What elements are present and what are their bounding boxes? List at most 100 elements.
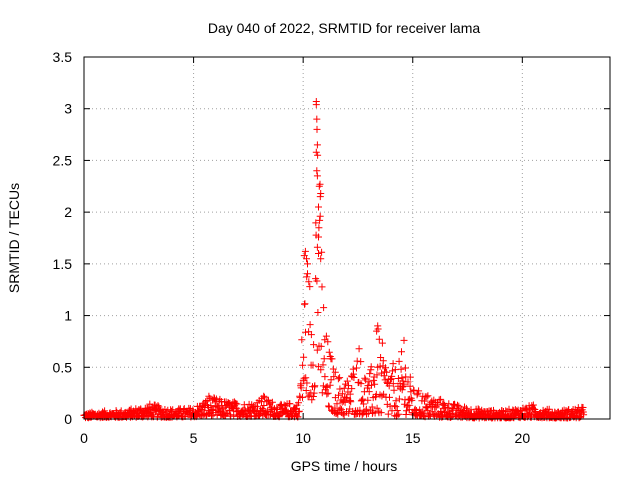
data-point [373,404,381,412]
data-point [260,402,268,409]
data-point [277,400,285,408]
data-point [384,410,392,418]
data-point [254,403,261,411]
data-point [340,384,348,392]
data-point [345,409,353,417]
data-point [365,378,373,386]
x-tick-label: 5 [190,430,198,446]
data-point [323,383,331,391]
data-point [360,400,368,408]
data-point [306,283,314,291]
data-point [101,407,109,415]
data-point [297,384,305,392]
data-point [399,377,407,385]
data-point [434,401,442,409]
data-point [295,407,303,415]
x-tick-label: 20 [515,430,531,446]
data-point [408,396,416,404]
data-point [304,270,311,278]
data-point [309,393,317,400]
data-point [310,389,318,397]
data-point [233,400,241,408]
data-point [154,402,162,410]
x-tick-label: 15 [405,430,421,446]
data-point [361,374,369,382]
data-point [307,331,315,339]
data-point [406,382,414,390]
data-point [393,407,401,414]
data-point [420,409,428,417]
data-point [580,411,588,419]
data-point [302,374,310,382]
data-point [366,370,374,378]
data-point [343,377,351,385]
data-point [345,382,352,390]
data-point [317,366,325,374]
x-tick-label: 10 [295,430,311,446]
data-point [398,348,405,356]
plot-frame [83,56,611,420]
data-point [575,414,583,422]
data-point [321,336,329,344]
y-tick-label: 2.5 [53,152,73,168]
data-point [545,405,553,413]
data-point [313,277,321,285]
data-point [424,406,432,414]
data-point [415,387,423,395]
data-point [309,361,317,369]
data-point [358,396,366,404]
data-point [383,378,391,386]
data-point [303,379,311,387]
data-point [248,401,256,409]
data-point [334,375,342,383]
data-point [319,361,327,369]
data-point [305,278,313,286]
data-point [208,412,215,420]
y-tick-label: 1 [64,308,72,324]
data-point [395,357,403,365]
data-point [336,385,344,393]
data-point [357,358,365,366]
data-point [348,385,356,393]
data-point [454,401,461,409]
data-point [445,400,453,408]
data-point [314,151,322,159]
data-point [313,125,321,133]
axis-ticks: 0 5 10 15 20 0 0.5 1 1.5 2 2.5 3 3.5 [53,49,610,446]
data-point [363,410,370,418]
data-point [300,353,308,361]
data-point [310,341,318,349]
data-point [390,386,398,394]
data-point [321,373,329,381]
data-point [322,383,330,391]
data-point [335,391,342,399]
data-point [314,309,322,316]
data-point [341,398,349,406]
data-point [356,406,364,414]
data-point [424,392,432,400]
data-point [378,392,386,400]
data-point [389,360,397,368]
data-point [365,388,373,396]
data-point [355,345,363,353]
data-point [126,407,134,414]
y-tick-label: 3 [64,101,72,117]
data-point [313,167,321,175]
data-point [329,365,337,373]
data-point [400,336,408,344]
data-point [391,402,398,410]
data-point [357,380,365,388]
data-point [308,396,316,404]
data-point [268,398,276,406]
y-tick-label: 0 [64,411,72,427]
data-point [303,273,311,281]
data-point [320,355,328,363]
data-point [301,247,309,255]
data-point [397,365,405,373]
data-point [149,411,157,419]
data-point [455,402,463,410]
y-tick-label: 0.5 [53,359,73,375]
data-point [261,393,268,401]
data-point [328,355,336,363]
data-point [333,400,341,408]
